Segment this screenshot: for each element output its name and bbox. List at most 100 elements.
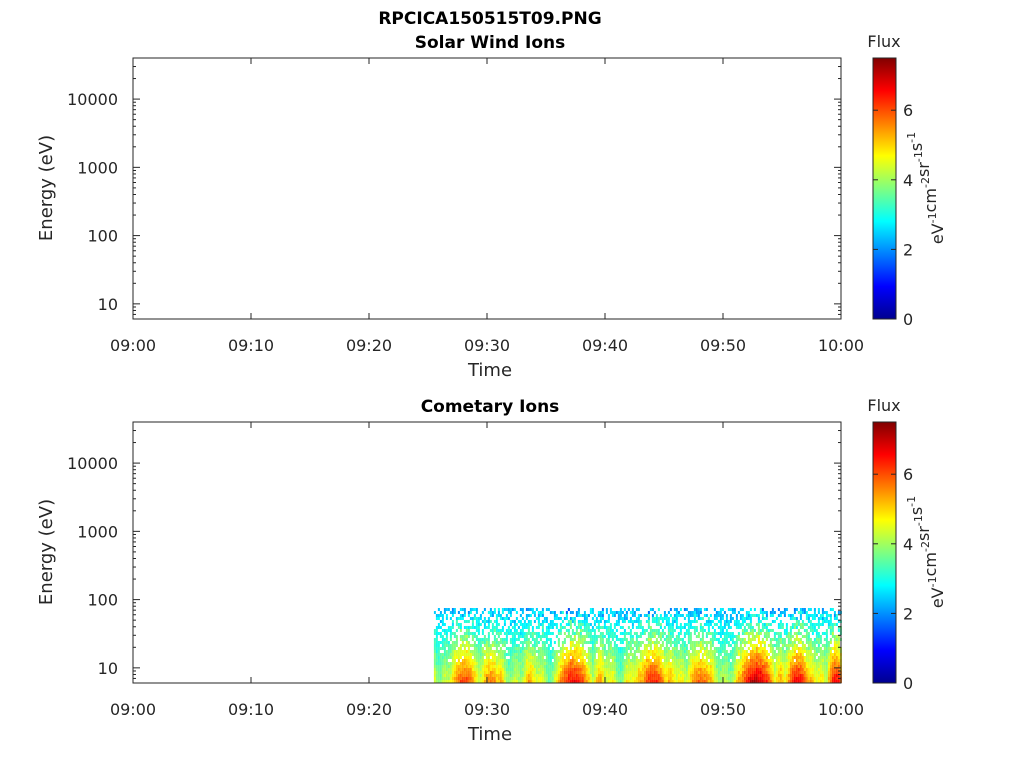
heatmap-cell [767,629,770,632]
heatmap-cell [585,626,588,629]
heatmap-cell [451,662,454,665]
heatmap-cell [537,659,540,662]
heatmap-cell [809,656,812,659]
heatmap-cell [701,638,704,641]
heatmap-cell [683,668,686,671]
heatmap-cell [799,632,802,635]
heatmap-cell [719,635,722,638]
heatmap-cell [647,659,650,662]
heatmap-cell [597,671,600,674]
heatmap-cell [821,653,824,656]
heatmap-cell [731,632,734,635]
heatmap-cell [709,674,712,677]
heatmap-cell [533,641,536,644]
heatmap-cell [587,665,590,668]
heatmap-cell [801,650,804,653]
heatmap-cell [593,668,596,671]
heatmap-cell [619,650,622,653]
heatmap-cell [639,665,642,668]
heatmap-cell [551,662,554,665]
heatmap-cell [665,653,668,656]
heatmap-cell [491,662,494,665]
heatmap-cell [613,677,616,680]
heatmap-cell [533,653,536,656]
heatmap-cell [727,671,730,674]
heatmap-cell [463,662,466,665]
heatmap-cell [499,671,502,674]
heatmap-cell [491,614,494,617]
heatmap-cell [621,638,624,641]
heatmap-cell [757,668,760,671]
heatmap-cell [515,665,518,668]
heatmap-cell [643,674,646,677]
heatmap-cell [769,659,772,662]
heatmap-cell [491,653,494,656]
heatmap-cell [453,650,456,653]
heatmap-cell [483,674,486,677]
colorbar-tick-label: 0 [903,310,913,329]
heatmap-cell [749,629,752,632]
heatmap-cell [763,632,766,635]
heatmap-cell [503,617,506,620]
heatmap-cell [565,650,568,653]
heatmap-cell [555,659,558,662]
heatmap-cell [515,668,518,671]
heatmap-cell [639,620,642,623]
heatmap-cell [457,677,460,680]
heatmap-cell [645,650,648,653]
heatmap-cell [537,647,540,650]
heatmap-cell [591,680,594,683]
heatmap-cell [629,674,632,677]
heatmap-cell [767,668,770,671]
heatmap-cell [515,629,518,632]
heatmap-cell [723,668,726,671]
heatmap-cell [685,668,688,671]
heatmap-cell [619,626,622,629]
heatmap-cell [763,650,766,653]
heatmap-cell [581,635,584,638]
heatmap-cell [509,611,512,614]
heatmap-cell [731,677,734,680]
heatmap-cell [435,674,438,677]
heatmap-cell [815,662,818,665]
heatmap-cell [725,668,728,671]
heatmap-cell [461,644,464,647]
heatmap-cell [459,647,462,650]
heatmap-cell [765,662,768,665]
heatmap-cell [695,629,698,632]
heatmap-cell [819,623,822,626]
heatmap-cell [791,668,794,671]
heatmap-cell [535,659,538,662]
heatmap-cell [755,653,758,656]
heatmap-cell [569,638,572,641]
heatmap-cell [523,626,526,629]
heatmap-cell [437,668,440,671]
heatmap-cell [571,659,574,662]
heatmap-cell [549,671,552,674]
heatmap-cell [463,653,466,656]
heatmap-cell [519,623,522,626]
heatmap-cell [787,632,790,635]
heatmap-cell [453,665,456,668]
heatmap-cell [703,614,706,617]
heatmap-cell [711,626,714,629]
heatmap-cell [517,662,520,665]
heatmap-cell [657,677,660,680]
heatmap-cell [665,620,668,623]
heatmap-cell [607,680,610,683]
heatmap-cell [825,635,828,638]
heatmap-cell [833,680,836,683]
heatmap-cell [813,641,816,644]
heatmap-cell [683,671,686,674]
heatmap-cell [583,617,586,620]
heatmap-cell [823,665,826,668]
heatmap-cell [527,641,530,644]
heatmap-cell [473,650,476,653]
heatmap-cell [523,659,526,662]
heatmap-cell [835,680,838,683]
heatmap-cell [551,656,554,659]
heatmap-cell [749,653,752,656]
heatmap-cell [575,656,578,659]
heatmap-cell [733,647,736,650]
